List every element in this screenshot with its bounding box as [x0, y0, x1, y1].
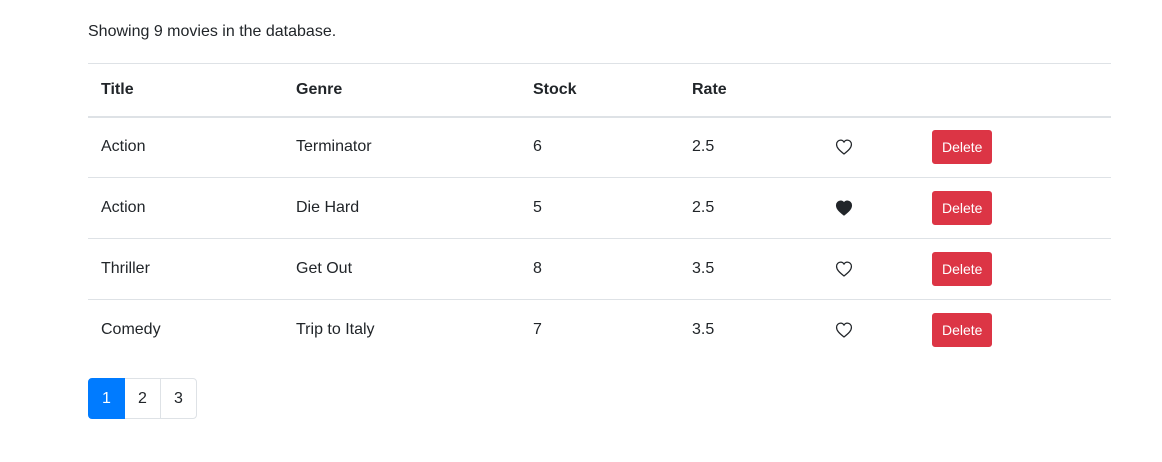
cell-rate: 2.5 [679, 177, 818, 239]
table-header-row: Title Genre Stock Rate [88, 63, 1111, 118]
pagination: 1 2 3 [88, 378, 197, 419]
cell-stock: 8 [520, 238, 679, 300]
page-link-1[interactable]: 1 [88, 378, 125, 419]
table-row: Comedy Trip to Italy 7 3.5 Delete [88, 299, 1111, 361]
column-header-title[interactable]: Title [88, 63, 283, 118]
delete-button[interactable]: Delete [932, 130, 993, 165]
heart-outline-icon[interactable] [835, 139, 853, 155]
cell-genre: Die Hard [283, 177, 520, 239]
page-item: 2 [124, 378, 161, 419]
cell-rate: 2.5 [692, 138, 715, 156]
page-link-2[interactable]: 2 [124, 378, 161, 419]
cell-title: Action [101, 138, 146, 156]
cell-genre: Get Out [283, 238, 520, 300]
column-header-delete [919, 63, 1111, 118]
cell-title: Thriller [88, 238, 283, 300]
delete-button[interactable]: Delete [932, 191, 993, 225]
heart-outline-icon[interactable] [835, 261, 853, 277]
delete-button[interactable]: Delete [932, 313, 993, 348]
movies-table: Title Genre Stock Rate Action Terminator… [88, 63, 1111, 361]
cell-title: Action [88, 177, 283, 239]
page-link-3[interactable]: 3 [160, 378, 197, 419]
column-header-like [818, 63, 919, 118]
column-header-stock[interactable]: Stock [520, 63, 679, 118]
column-header-rate[interactable]: Rate [679, 63, 818, 118]
cell-delete: Delete [919, 238, 1111, 300]
page-item: 1 [88, 378, 125, 419]
table-row: Action Terminator 6 2.5 Delete [88, 117, 1111, 178]
table-header: Title Genre Stock Rate [88, 63, 1111, 118]
cell-like [818, 117, 919, 178]
movie-count-summary: Showing 9 movies in the database. [88, 23, 337, 40]
cell-genre: Terminator [296, 138, 372, 156]
cell-genre: Trip to Italy [283, 299, 520, 361]
table-row: Thriller Get Out 8 3.5 Delete [88, 238, 1111, 300]
heart-outline-icon[interactable] [835, 322, 853, 338]
cell-stock: 5 [520, 177, 679, 239]
cell-delete: Delete [919, 117, 1111, 178]
cell-title: Comedy [88, 299, 283, 361]
cell-rate: 3.5 [679, 299, 818, 361]
cell-delete: Delete [919, 177, 1111, 239]
cell-like [818, 177, 919, 239]
table-row: Action Die Hard 5 2.5 Delete [88, 177, 1111, 239]
cell-delete: Delete [919, 299, 1111, 361]
cell-stock: 7 [520, 299, 679, 361]
heart-filled-icon[interactable] [835, 200, 853, 216]
page-item: 3 [160, 378, 197, 419]
cell-rate: 3.5 [679, 238, 818, 300]
delete-button[interactable]: Delete [932, 252, 993, 286]
cell-like [818, 299, 919, 361]
cell-like [818, 238, 919, 300]
cell-stock: 6 [533, 138, 542, 156]
table-body: Action Terminator 6 2.5 Delete Action Di… [88, 117, 1111, 361]
column-header-genre[interactable]: Genre [283, 63, 520, 118]
